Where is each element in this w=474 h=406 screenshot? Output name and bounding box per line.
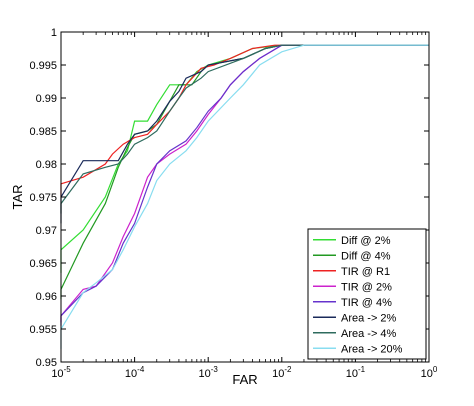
legend-box <box>307 228 427 360</box>
legend-label: Area -> 2% <box>341 312 397 324</box>
x-tick-label: 10-2 <box>272 365 292 380</box>
y-tick-label: 0.95 <box>36 357 57 369</box>
legend-label: TIR @ 4% <box>341 297 392 309</box>
y-tick-label: 0.985 <box>29 126 57 138</box>
legend-label: TIR @ 2% <box>341 281 392 293</box>
series-line-8 <box>60 44 429 349</box>
legend-label: Area -> 20% <box>341 343 403 355</box>
legend: Diff @ 2% Diff @ 4% TIR @ R1 TIR @ 2% TIR @ … <box>307 228 427 360</box>
series-line-7 <box>60 44 429 214</box>
y-tick-label: 0.975 <box>29 192 57 204</box>
y-axis: 0.95 0.955 0.96 0.965 0.97 0.975 0.98 0.985 0.99… <box>29 27 429 369</box>
x-tick-label: 10-5 <box>51 365 71 380</box>
legend-label: Diff @ 4% <box>341 250 391 262</box>
y-tick-label: 0.98 <box>36 159 57 171</box>
y-axis-title: TAR <box>10 184 25 209</box>
series-line-3 <box>60 44 429 197</box>
y-tick-label: 0.995 <box>29 60 57 72</box>
y-tick-label: 0.965 <box>29 258 57 270</box>
x-axis: 10-5 10-4 10-3 10-2 10-1 100 <box>51 32 438 380</box>
x-axis-title: FAR <box>232 372 257 387</box>
legend-label: TIR @ R1 <box>341 266 390 278</box>
legend-label: Area -> 4% <box>341 328 397 340</box>
y-tick-label: 0.955 <box>29 324 57 336</box>
x-tick-label: 100 <box>421 365 438 380</box>
series-layer <box>60 44 429 349</box>
y-tick-label: 0.99 <box>36 93 57 105</box>
y-tick-label: 0.96 <box>36 291 57 303</box>
x-tick-label: 10-3 <box>199 365 219 380</box>
y-tick-label: 1 <box>51 27 57 39</box>
y-tick-label: 0.97 <box>36 225 57 237</box>
x-tick-label: 10-4 <box>125 365 145 380</box>
x-tick-label: 10-1 <box>346 365 366 380</box>
series-line-5 <box>60 44 429 326</box>
legend-label: Diff @ 2% <box>341 235 391 247</box>
